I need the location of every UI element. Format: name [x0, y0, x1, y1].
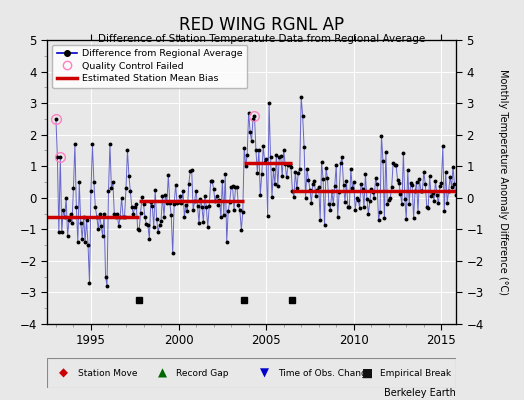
Text: Station Move: Station Move — [78, 368, 137, 378]
Text: Empirical Break: Empirical Break — [380, 368, 451, 378]
Text: Record Gap: Record Gap — [176, 368, 228, 378]
Text: Time of Obs. Change: Time of Obs. Change — [278, 368, 373, 378]
Text: ▲: ▲ — [158, 366, 167, 380]
Text: RED WING RGNL AP: RED WING RGNL AP — [179, 16, 345, 34]
Text: ◆: ◆ — [59, 366, 69, 380]
Text: Difference of Station Temperature Data from Regional Average: Difference of Station Temperature Data f… — [99, 34, 425, 44]
Text: Berkeley Earth: Berkeley Earth — [384, 388, 456, 398]
Text: ■: ■ — [362, 366, 373, 380]
Y-axis label: Monthly Temperature Anomaly Difference (°C): Monthly Temperature Anomaly Difference (… — [498, 69, 508, 295]
Text: ▼: ▼ — [260, 366, 269, 380]
Legend: Difference from Regional Average, Quality Control Failed, Estimated Station Mean: Difference from Regional Average, Qualit… — [52, 45, 247, 88]
